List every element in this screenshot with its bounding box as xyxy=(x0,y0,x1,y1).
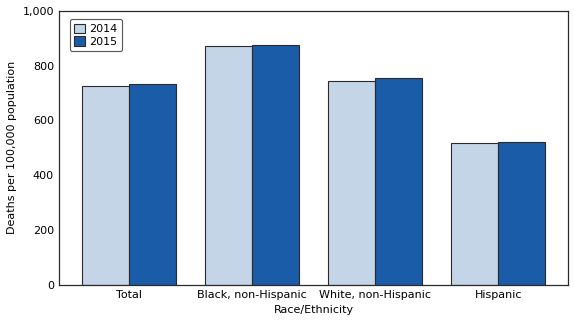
Bar xyxy=(451,143,498,285)
Bar xyxy=(205,46,252,285)
X-axis label: Race/Ethnicity: Race/Ethnicity xyxy=(273,305,354,315)
Bar xyxy=(252,45,298,285)
Bar xyxy=(82,86,129,285)
Bar xyxy=(129,84,175,285)
Legend: 2014, 2015: 2014, 2015 xyxy=(70,19,122,51)
Bar xyxy=(328,81,375,285)
Bar xyxy=(375,79,422,285)
Y-axis label: Deaths per 100,000 population: Deaths per 100,000 population xyxy=(7,61,17,234)
Bar xyxy=(498,142,545,285)
